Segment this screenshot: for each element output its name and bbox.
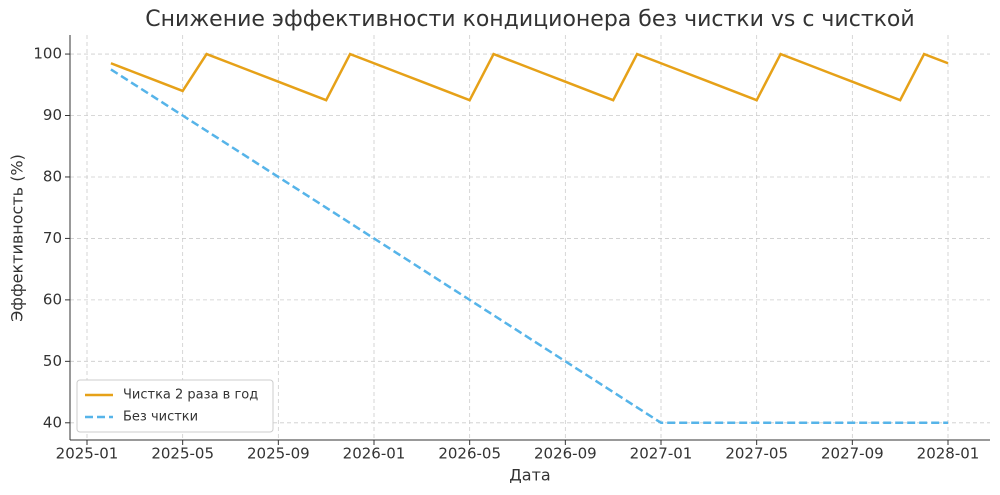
y-tick-label: 70 xyxy=(43,229,62,247)
x-tick-label: 2026-01 xyxy=(343,445,406,463)
legend-label: Чистка 2 раза в год xyxy=(123,388,258,403)
x-tick-label: 2025-09 xyxy=(247,445,310,463)
chart-title: Снижение эффективности кондиционера без … xyxy=(145,7,914,32)
x-tick-label: 2025-05 xyxy=(151,445,214,463)
legend-label: Без чистки xyxy=(123,410,198,425)
x-tick-label: 2026-09 xyxy=(534,445,597,463)
y-tick-label: 80 xyxy=(43,167,62,185)
x-tick-label: 2025-01 xyxy=(56,445,119,463)
legend: Чистка 2 раза в год Без чистки xyxy=(76,379,274,433)
y-tick-label: 60 xyxy=(43,290,62,308)
y-axis-label: Эффективность (%) xyxy=(8,154,27,322)
x-tick-label: 2027-05 xyxy=(725,445,788,463)
y-tick-label: 50 xyxy=(43,352,62,370)
legend-box xyxy=(76,379,274,433)
series-line xyxy=(110,68,948,425)
x-tick-label: 2027-01 xyxy=(630,445,693,463)
x-axis-label: Дата xyxy=(509,466,550,485)
y-tick-label: 100 xyxy=(33,45,62,63)
series-line xyxy=(110,52,949,102)
y-tick-label: 40 xyxy=(43,413,62,431)
x-tick-label: 2028-01 xyxy=(917,445,980,463)
y-tick-label: 90 xyxy=(43,106,62,124)
x-tick-label: 2026-05 xyxy=(438,445,501,463)
x-tick-label: 2027-09 xyxy=(821,445,884,463)
